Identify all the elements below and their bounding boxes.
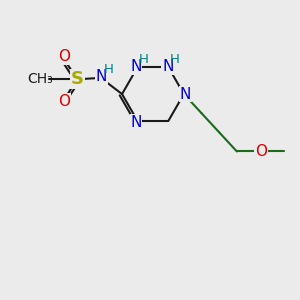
Text: N: N [130, 115, 142, 130]
Text: N: N [162, 59, 173, 74]
Text: S: S [71, 70, 84, 88]
Text: N: N [180, 87, 191, 102]
Text: O: O [58, 50, 70, 64]
Text: H: H [170, 53, 180, 66]
Text: N: N [96, 69, 107, 84]
Text: H: H [103, 62, 113, 76]
Text: N: N [130, 59, 142, 74]
Text: O: O [255, 144, 267, 159]
Text: H: H [139, 53, 149, 66]
Text: O: O [58, 94, 70, 109]
Text: CH₃: CH₃ [28, 72, 53, 86]
